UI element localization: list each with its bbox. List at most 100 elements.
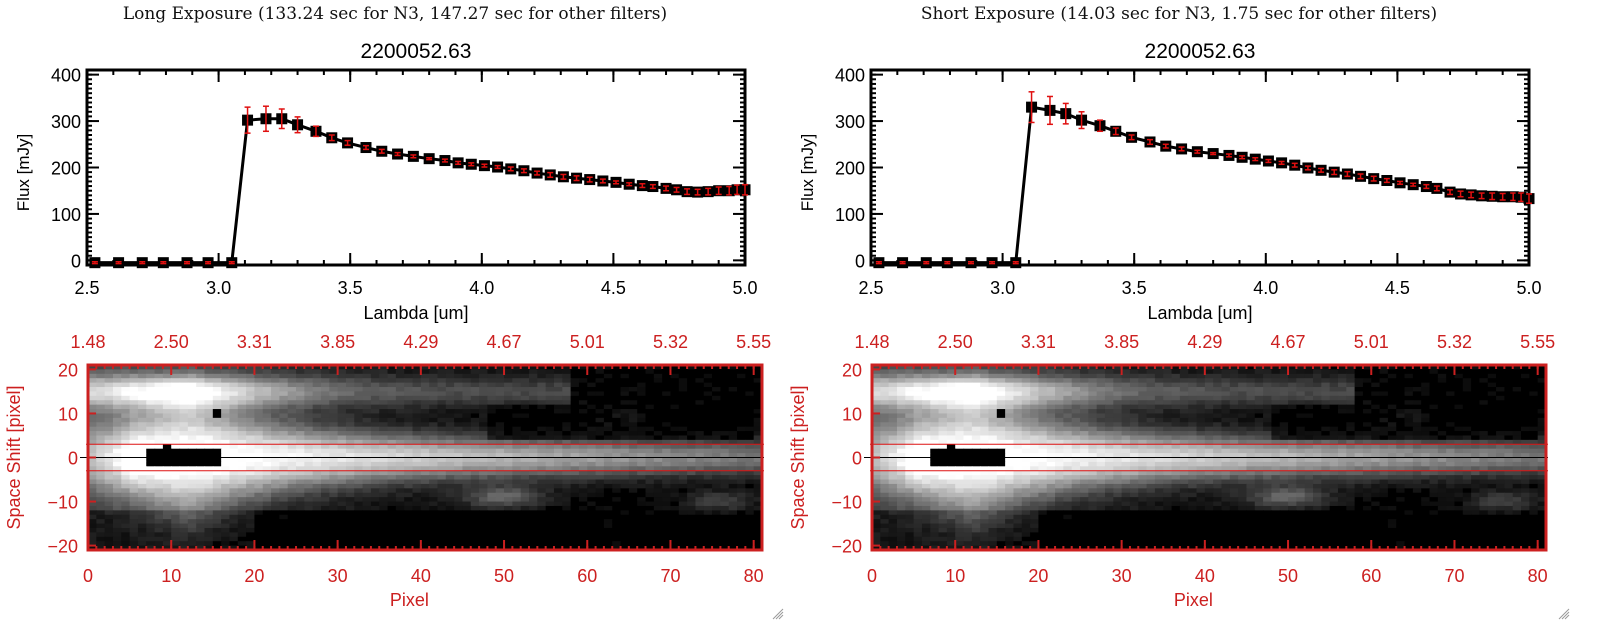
heatmap-cell [96,417,106,423]
heatmap-cell [753,505,763,511]
heatmap-cell [570,483,580,489]
heatmap-cell [495,532,505,538]
heatmap-cell [628,365,638,371]
heatmap-cell [154,444,164,450]
heatmap-cell [179,501,189,507]
heatmap-cell [612,444,622,450]
heatmap-cell [212,532,222,538]
heatmap-cell [1429,391,1439,397]
heatmap-cell [487,501,497,507]
resize-grip-icon[interactable] [770,606,784,620]
heatmap-cell [1429,378,1439,384]
heatmap-cell [262,483,272,489]
heatmap-cell [695,510,705,516]
heatmap-cell [96,545,106,551]
heatmap-cell [362,395,372,401]
heatmap-cell [404,382,414,388]
heatmap-cell [395,395,405,401]
heatmap-cell [370,373,380,379]
heatmap-cell [595,373,605,379]
heatmap-cell [578,470,588,476]
heatmap-cell [329,479,339,485]
heatmap-cell [687,378,697,384]
heatmap-cell [362,527,372,533]
heatmap-cell [229,404,239,410]
heatmap-cell [254,514,264,520]
heatmap-cell [229,514,239,520]
heatmap-cell [387,523,397,529]
heatmap-cell [246,431,256,437]
heatmap-cell [553,514,563,520]
heatmap-cell [154,497,164,503]
heatmap-cell [712,479,721,485]
heatmap-cell [745,536,755,542]
heatmap-cell [137,395,147,401]
heatmap-cell [645,541,655,547]
heatmap-cell [296,391,305,397]
heatmap-cell [728,536,738,542]
heatmap-cell [695,391,705,397]
heatmap-cell [320,453,330,459]
heatmap-cell [296,404,305,410]
heatmap-cell [337,497,347,503]
heatmap-cell [112,400,122,406]
heatmap-cell [179,417,189,423]
heatmap-cell [196,536,206,542]
heatmap-cell [379,501,389,507]
x-tick-label: 0 [83,566,93,586]
heatmap-cell [479,373,489,379]
heatmap-cell [104,369,114,375]
heatmap-cell [570,466,580,472]
heatmap-cell [637,497,647,503]
heatmap-cell [495,373,505,379]
heatmap-cell [1238,365,1248,371]
heatmap-cell [1271,382,1281,388]
heatmap-cell [271,527,280,533]
heatmap-cell [412,497,422,503]
heatmap-cell [254,541,264,547]
heatmap-cell [487,461,497,467]
heatmap-cell [454,523,464,529]
heatmap-cell [387,545,397,551]
heatmap-cell [703,470,713,476]
heatmap-cell [221,457,231,463]
heatmap-cell [603,417,613,423]
heatmap-cell [221,404,231,410]
heatmap-cell [254,536,264,542]
heatmap-cell [1221,391,1231,397]
heatmap-cell [146,404,156,410]
heatmap-cell [429,413,439,419]
heatmap-cell [146,369,156,375]
heatmap-cell [296,382,305,388]
heatmap-cell [112,391,122,397]
heatmap-cell [487,387,497,393]
heatmap-cell [271,532,280,538]
panel-long-exposure: Long Exposure (133.24 sec for N3, 147.27… [0,0,790,630]
heatmap-cell [104,409,114,415]
heatmap-cell [553,391,563,397]
heatmap-cell [320,532,330,538]
heatmap-cell [1163,391,1173,397]
heatmap-cell [587,413,597,419]
heatmap-cell [1329,369,1339,375]
heatmap-cell [445,391,455,397]
heatmap-cell [345,444,355,450]
heatmap-cell [512,373,522,379]
heatmap-cell [137,519,147,525]
heatmap-cell [504,483,513,489]
heatmap-cell [154,527,164,533]
heatmap-cell [1138,369,1148,375]
heatmap-cell [512,369,522,375]
heatmap-cell [612,409,622,415]
heatmap-cell [495,519,505,525]
heatmap-cell [304,365,314,371]
heatmap-cell [980,373,990,379]
heatmap-cell [753,400,763,406]
heatmap-cell [880,395,890,401]
heatmap-cell [728,400,738,406]
heatmap-cell [212,488,222,494]
heatmap-cell [670,466,680,472]
heatmap-cell [570,492,580,498]
heatmap-cell [154,373,164,379]
heatmap-cell [720,387,730,393]
